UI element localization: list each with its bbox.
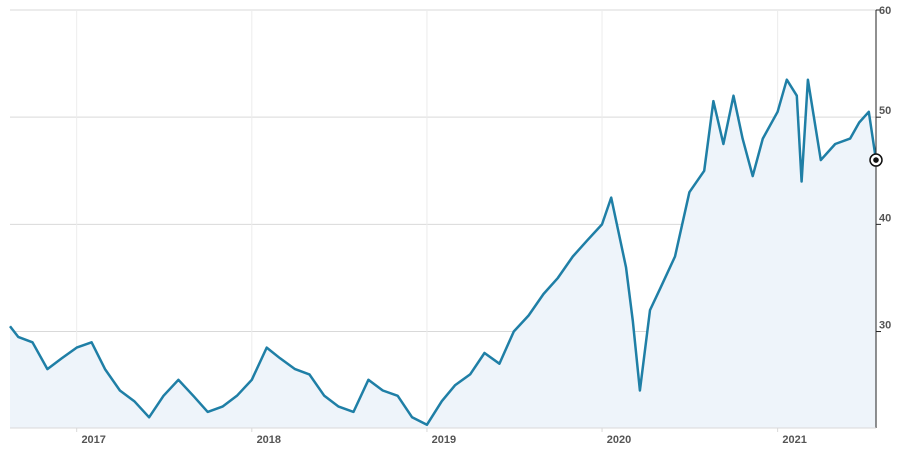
price-line (9, 78, 878, 427)
last-price-marker (869, 153, 883, 167)
x-tick-label: 2018 (257, 434, 281, 446)
x-tick-label: 2020 (607, 434, 631, 446)
x-tick-label: 2017 (81, 434, 105, 446)
y-tick-label: 40 (879, 212, 891, 224)
x-tick-label: 2019 (432, 434, 456, 446)
y-tick-label: 60 (879, 5, 891, 17)
x-tick-label: 2021 (782, 434, 806, 446)
y-tick-label: 50 (879, 105, 891, 117)
y-tick-label: 30 (879, 320, 891, 332)
price-area-fill (10, 79, 876, 428)
y-axis-ticks: 30 40 50 60 (876, 5, 891, 333)
x-axis-ticks: 2017 2018 2019 2020 2021 (76, 428, 807, 446)
last-point-marker-dot (873, 157, 879, 163)
